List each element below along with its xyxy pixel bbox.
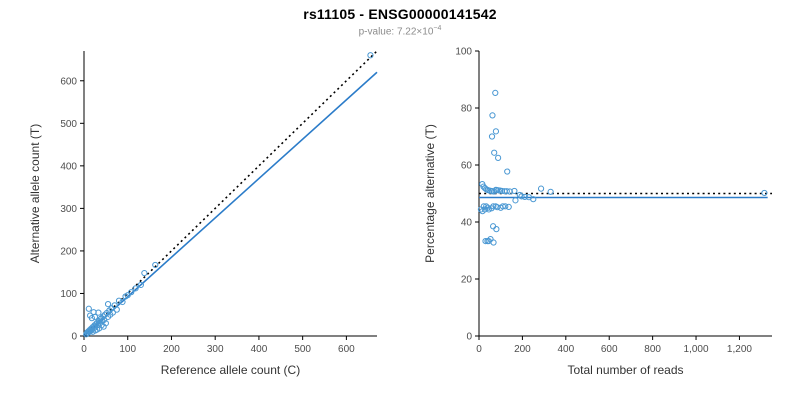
x-tick-label: 1,000 bbox=[684, 344, 709, 355]
y-tick-label: 600 bbox=[60, 77, 77, 88]
data-point bbox=[512, 197, 519, 204]
data-point bbox=[88, 315, 95, 322]
y-tick-label: 0 bbox=[71, 332, 77, 343]
data-point bbox=[85, 306, 92, 313]
x-tick-label: 1,200 bbox=[727, 344, 752, 355]
data-point bbox=[109, 309, 116, 317]
pvalue-exponent: −4 bbox=[433, 25, 442, 32]
data-point bbox=[505, 204, 512, 211]
data-point bbox=[494, 155, 502, 162]
x-tick-label: 500 bbox=[294, 344, 311, 355]
identity-line bbox=[83, 50, 378, 337]
data-point bbox=[504, 168, 511, 175]
y-tick-label: 60 bbox=[461, 161, 473, 172]
data-point bbox=[506, 188, 513, 195]
x-tick-label: 400 bbox=[557, 344, 574, 355]
y-tick-label: 200 bbox=[60, 247, 77, 258]
y-axis-label: Alternative allele count (T) bbox=[28, 124, 42, 263]
y-tick-label: 0 bbox=[466, 332, 472, 343]
x-tick-label: 300 bbox=[207, 344, 224, 355]
y-tick-label: 300 bbox=[60, 204, 77, 215]
data-point bbox=[113, 306, 120, 314]
data-point bbox=[492, 90, 499, 97]
data-point bbox=[494, 204, 501, 211]
y-tick-label: 20 bbox=[461, 275, 473, 286]
plots-row: 0 100 200 300 400 500 600 0 100 200 300 400 500 600 Re… bbox=[0, 37, 800, 384]
allele-count-scatter-plot: 0 100 200 300 400 500 600 0 100 200 300 400 500 600 Re… bbox=[28, 50, 378, 377]
x-tick-label: 0 bbox=[81, 344, 87, 355]
data-point bbox=[530, 196, 537, 203]
plot-title: rs11105 - ENSG00000141542 bbox=[303, 6, 497, 22]
data-point bbox=[499, 203, 506, 210]
data-point bbox=[490, 239, 497, 246]
y-tick-label: 100 bbox=[455, 47, 472, 58]
data-point bbox=[152, 262, 159, 269]
data-point bbox=[132, 285, 139, 292]
data-point bbox=[115, 297, 123, 305]
data-point bbox=[516, 192, 523, 199]
x-tick-label: 600 bbox=[338, 344, 355, 355]
data-point bbox=[547, 189, 554, 196]
plot-subtitle: p-value: 7.22×10−4 bbox=[0, 25, 800, 37]
data-point bbox=[518, 193, 525, 200]
data-point bbox=[489, 112, 496, 119]
data-point bbox=[94, 322, 102, 329]
data-point bbox=[761, 190, 768, 197]
figure-header: rs11105 - ENSG00000141542 p-value: 7.22×… bbox=[0, 0, 800, 37]
data-point bbox=[488, 133, 496, 140]
pvalue-text: p-value: 7.22×10 bbox=[358, 26, 434, 38]
data-point bbox=[482, 238, 489, 245]
x-tick-label: 0 bbox=[476, 344, 482, 355]
data-point bbox=[91, 314, 99, 321]
x-axis-label: Reference allele count (C) bbox=[161, 363, 300, 377]
data-point bbox=[537, 185, 545, 193]
data-point bbox=[487, 236, 494, 243]
x-tick-label: 200 bbox=[514, 344, 531, 355]
data-point bbox=[128, 289, 135, 296]
data-point bbox=[493, 226, 500, 233]
data-point bbox=[119, 299, 126, 306]
y-tick-label: 40 bbox=[461, 218, 473, 229]
data-point bbox=[124, 292, 131, 299]
x-tick-label: 600 bbox=[601, 344, 618, 355]
data-point bbox=[95, 309, 102, 317]
data-point bbox=[492, 128, 500, 135]
x-tick-label: 800 bbox=[644, 344, 661, 355]
data-point bbox=[490, 203, 497, 210]
data-point bbox=[102, 320, 109, 327]
data-point bbox=[511, 188, 518, 195]
data-point bbox=[104, 301, 112, 308]
x-tick-label: 100 bbox=[119, 344, 136, 355]
data-point bbox=[367, 52, 374, 59]
data-point bbox=[521, 194, 528, 201]
data-point bbox=[491, 149, 498, 157]
data-point bbox=[502, 203, 509, 210]
regression-line bbox=[83, 72, 378, 337]
data-point bbox=[490, 223, 497, 230]
y-tick-label: 100 bbox=[60, 289, 77, 300]
y-tick-label: 500 bbox=[60, 119, 77, 130]
data-point bbox=[480, 203, 487, 210]
x-tick-label: 400 bbox=[251, 344, 268, 355]
y-tick-label: 80 bbox=[461, 104, 473, 115]
percentage-scatter-plot: 0 200 400 600 800 1,000 1,200 0 20 40 60 80 100 Total… bbox=[423, 47, 772, 377]
data-point bbox=[485, 206, 492, 213]
y-axis-label: Percentage alternative (T) bbox=[423, 124, 437, 263]
x-axis-label: Total number of reads bbox=[567, 363, 683, 377]
x-tick-label: 200 bbox=[163, 344, 180, 355]
data-point bbox=[503, 188, 510, 195]
y-tick-label: 400 bbox=[60, 162, 77, 173]
data-point bbox=[141, 270, 148, 277]
data-point bbox=[137, 282, 144, 289]
